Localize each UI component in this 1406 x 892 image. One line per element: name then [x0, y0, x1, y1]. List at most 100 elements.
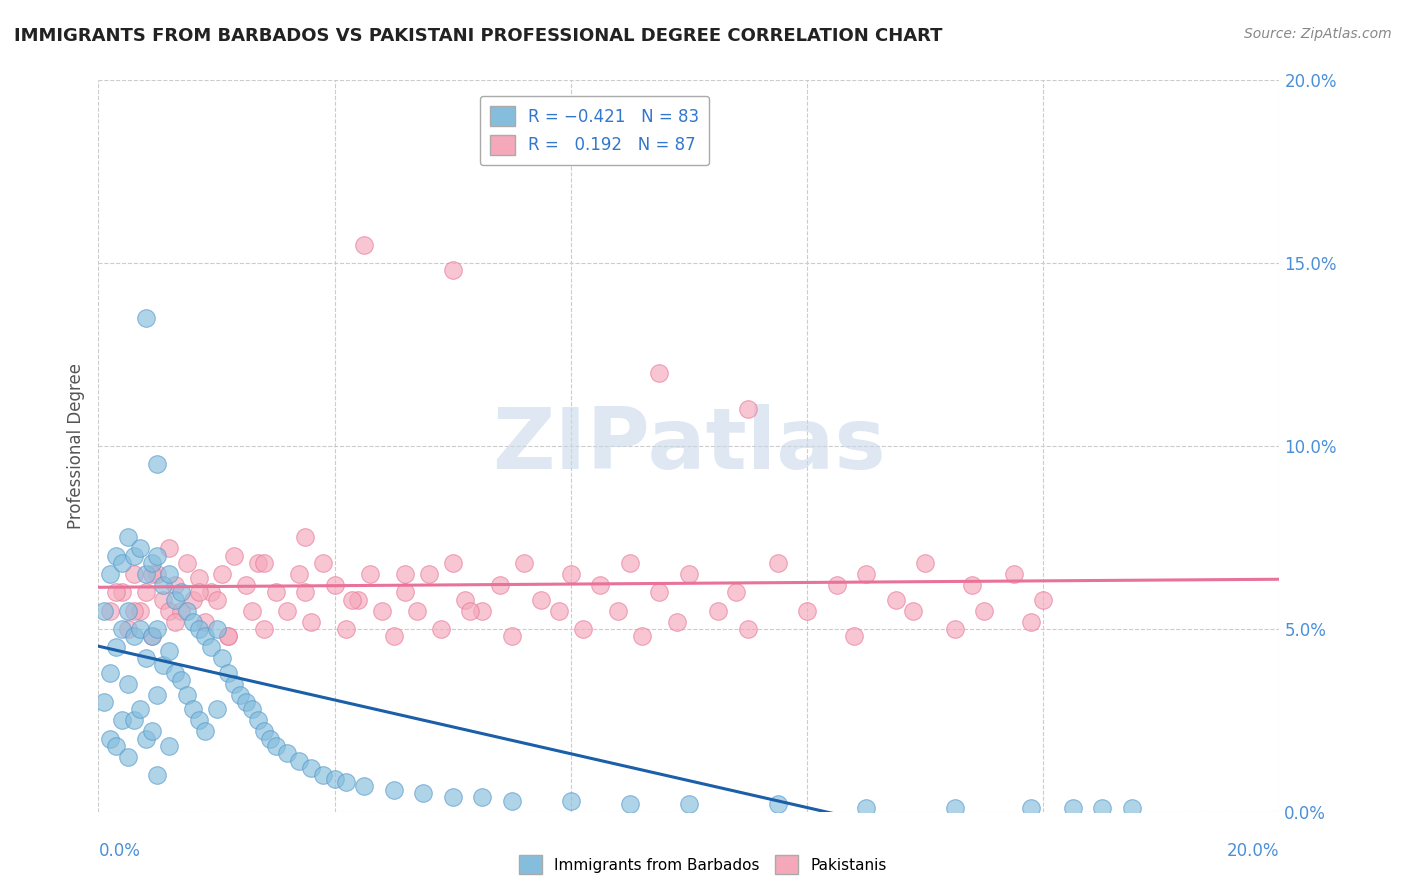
- Point: [1021, 801, 1043, 815]
- Point: [619, 556, 641, 570]
- Point: [560, 794, 582, 808]
- Point: [152, 578, 174, 592]
- Point: [288, 754, 311, 768]
- Point: [264, 739, 287, 753]
- Point: [766, 797, 789, 812]
- Point: [1121, 801, 1143, 815]
- Point: [382, 629, 405, 643]
- Point: [571, 622, 593, 636]
- Point: [93, 603, 115, 617]
- Point: [943, 801, 966, 815]
- Point: [117, 676, 139, 690]
- Point: [1062, 801, 1084, 815]
- Point: [737, 402, 759, 417]
- Point: [194, 615, 217, 629]
- Point: [98, 567, 121, 582]
- Point: [240, 603, 263, 617]
- Point: [146, 768, 169, 782]
- Point: [93, 695, 115, 709]
- Point: [200, 640, 222, 655]
- Point: [200, 585, 222, 599]
- Point: [224, 676, 246, 690]
- Point: [489, 578, 512, 592]
- Point: [187, 571, 209, 585]
- Point: [471, 603, 494, 617]
- Point: [135, 567, 157, 582]
- Point: [165, 592, 187, 607]
- Point: [135, 310, 157, 325]
- Point: [619, 797, 641, 812]
- Point: [253, 724, 276, 739]
- Legend: Immigrants from Barbados, Pakistanis: Immigrants from Barbados, Pakistanis: [513, 849, 893, 880]
- Point: [353, 238, 375, 252]
- Point: [844, 629, 866, 643]
- Point: [146, 622, 169, 636]
- Point: [165, 578, 187, 592]
- Point: [253, 622, 276, 636]
- Point: [335, 622, 357, 636]
- Point: [141, 567, 163, 582]
- Point: [176, 556, 198, 570]
- Point: [347, 592, 370, 607]
- Point: [259, 731, 281, 746]
- Point: [157, 644, 180, 658]
- Point: [117, 622, 139, 636]
- Point: [666, 615, 689, 629]
- Point: [176, 688, 198, 702]
- Point: [394, 585, 416, 599]
- Point: [441, 263, 464, 277]
- Point: [312, 556, 335, 570]
- Point: [371, 603, 394, 617]
- Point: [299, 615, 322, 629]
- Point: [441, 556, 464, 570]
- Text: Source: ZipAtlas.com: Source: ZipAtlas.com: [1244, 27, 1392, 41]
- Point: [648, 585, 671, 599]
- Point: [187, 714, 209, 728]
- Point: [194, 724, 217, 739]
- Point: [128, 622, 150, 636]
- Point: [943, 622, 966, 636]
- Point: [135, 651, 157, 665]
- Point: [1032, 592, 1054, 607]
- Point: [246, 556, 269, 570]
- Point: [725, 585, 748, 599]
- Point: [105, 640, 128, 655]
- Point: [382, 782, 405, 797]
- Point: [501, 794, 523, 808]
- Point: [460, 603, 482, 617]
- Point: [217, 665, 239, 680]
- Point: [825, 578, 848, 592]
- Point: [211, 651, 233, 665]
- Point: [589, 578, 612, 592]
- Point: [117, 530, 139, 544]
- Point: [276, 746, 298, 760]
- Point: [141, 724, 163, 739]
- Y-axis label: Professional Degree: Professional Degree: [66, 363, 84, 529]
- Point: [157, 541, 180, 556]
- Point: [630, 629, 652, 643]
- Point: [335, 775, 357, 789]
- Point: [117, 749, 139, 764]
- Point: [111, 585, 134, 599]
- Point: [170, 603, 193, 617]
- Point: [855, 567, 877, 582]
- Point: [146, 457, 169, 471]
- Point: [884, 592, 907, 607]
- Point: [98, 603, 121, 617]
- Point: [418, 567, 440, 582]
- Point: [323, 578, 346, 592]
- Point: [205, 592, 228, 607]
- Point: [276, 603, 298, 617]
- Point: [607, 603, 630, 617]
- Point: [530, 592, 553, 607]
- Point: [141, 629, 163, 643]
- Point: [111, 622, 134, 636]
- Point: [187, 622, 209, 636]
- Point: [299, 761, 322, 775]
- Point: [294, 585, 316, 599]
- Point: [240, 702, 263, 716]
- Point: [217, 629, 239, 643]
- Point: [98, 665, 121, 680]
- Point: [152, 658, 174, 673]
- Point: [152, 592, 174, 607]
